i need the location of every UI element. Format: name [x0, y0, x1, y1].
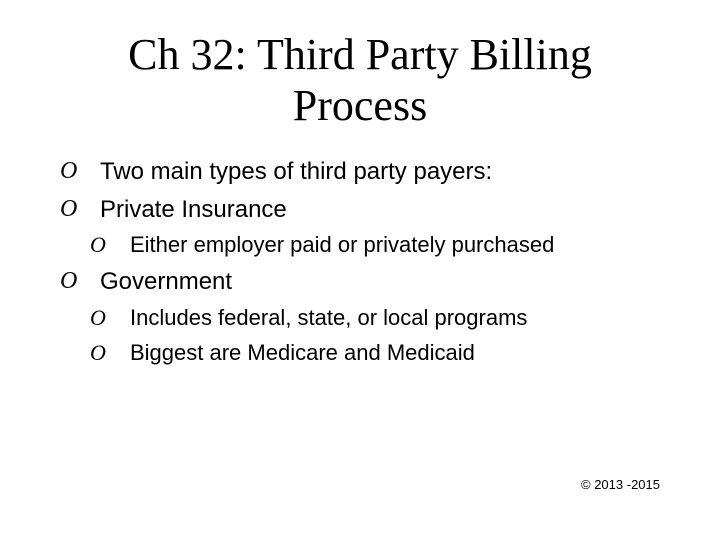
- bullet-icon: O: [60, 265, 77, 299]
- copyright-footer: © 2013 -2015: [581, 477, 660, 492]
- list-item: O Two main types of third party payers:: [60, 155, 660, 189]
- list-item-text: Private Insurance: [100, 196, 287, 223]
- list-item-text: Includes federal, state, or local progra…: [130, 305, 527, 330]
- bullet-icon: O: [90, 303, 106, 334]
- list-item-text: Either employer paid or privately purcha…: [130, 232, 554, 257]
- list-item: O Biggest are Medicare and Medicaid: [90, 338, 660, 369]
- list-item: O Government: [60, 265, 660, 299]
- bullet-icon: O: [90, 338, 106, 369]
- list-item-text: Government: [100, 268, 232, 295]
- list-item-text: Biggest are Medicare and Medicaid: [130, 340, 475, 365]
- bullet-icon: O: [90, 230, 106, 261]
- bullet-icon: O: [60, 193, 77, 227]
- list-item: O Private Insurance: [60, 193, 660, 227]
- list-item: O Either employer paid or privately purch…: [90, 230, 660, 261]
- bullet-list: OTwo main types of third party payers:OP…: [60, 155, 660, 368]
- bullet-icon: O: [60, 155, 77, 189]
- slide: Ch 32: Third Party Billing Process O Two …: [0, 0, 720, 540]
- page-title: Ch 32: Third Party Billing Process: [60, 30, 660, 131]
- list-item: O Includes federal, state, or local progr…: [90, 303, 660, 334]
- list-item-text: Two main types of third party payers:: [100, 158, 492, 185]
